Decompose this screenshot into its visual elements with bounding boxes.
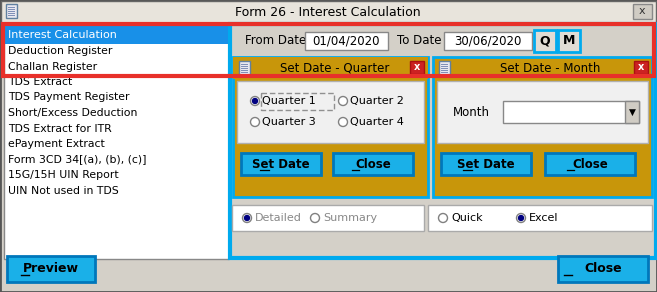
- Circle shape: [516, 213, 526, 223]
- Text: Close: Close: [355, 157, 391, 171]
- Text: Set Date: Set Date: [252, 157, 310, 171]
- Bar: [8, 7, 15, 8]
- Text: To Date: To Date: [397, 34, 442, 48]
- Bar: [439, 61, 450, 75]
- Circle shape: [252, 98, 258, 103]
- Bar: [534, 30, 556, 52]
- Text: Detailed: Detailed: [255, 213, 302, 223]
- Bar: [634, 61, 648, 74]
- Bar: [558, 30, 580, 52]
- Text: Quarter 3: Quarter 3: [262, 117, 316, 127]
- Circle shape: [250, 117, 260, 126]
- Text: 15G/15H UIN Report: 15G/15H UIN Report: [8, 170, 119, 180]
- Text: Q: Q: [539, 34, 551, 48]
- Text: x: x: [414, 62, 420, 72]
- Bar: [633, 4, 652, 19]
- Bar: [545, 153, 635, 175]
- Text: From Date: From Date: [245, 34, 306, 48]
- Text: ▼: ▼: [629, 107, 635, 117]
- Text: Quarter 1: Quarter 1: [262, 96, 316, 106]
- Text: TDS Extract: TDS Extract: [8, 77, 72, 87]
- Text: 01/04/2020: 01/04/2020: [312, 34, 380, 48]
- Text: Close: Close: [584, 263, 622, 275]
- Bar: [428, 205, 652, 231]
- Text: TDS Payment Register: TDS Payment Register: [8, 93, 129, 102]
- Bar: [241, 70, 248, 71]
- Text: Excel: Excel: [529, 213, 558, 223]
- Bar: [233, 57, 428, 197]
- Text: Close: Close: [572, 157, 608, 171]
- Bar: [441, 72, 448, 73]
- Bar: [441, 70, 448, 71]
- Text: 30/06/2020: 30/06/2020: [454, 34, 522, 48]
- Bar: [625, 101, 639, 123]
- Text: Month: Month: [453, 105, 490, 119]
- Text: Set Date - Quarter: Set Date - Quarter: [281, 62, 390, 74]
- Bar: [230, 24, 656, 258]
- Text: Interest Calculation: Interest Calculation: [8, 30, 117, 40]
- Bar: [5, 26, 228, 44]
- Circle shape: [338, 96, 348, 105]
- Circle shape: [311, 213, 319, 223]
- Text: TDS Extract for ITR: TDS Extract for ITR: [8, 124, 112, 133]
- Text: M: M: [563, 34, 575, 48]
- Text: Short/Excess Deduction: Short/Excess Deduction: [8, 108, 137, 118]
- Bar: [503, 101, 639, 123]
- Bar: [8, 11, 15, 12]
- Bar: [441, 68, 448, 69]
- Bar: [241, 64, 248, 65]
- Text: Quarter 2: Quarter 2: [350, 96, 404, 106]
- Bar: [8, 15, 15, 16]
- Bar: [7, 256, 95, 282]
- Bar: [558, 256, 648, 282]
- Bar: [241, 68, 248, 69]
- Bar: [237, 81, 424, 143]
- Bar: [410, 61, 424, 74]
- Bar: [4, 25, 229, 259]
- Text: x: x: [639, 6, 645, 17]
- Text: Preview: Preview: [23, 263, 79, 275]
- Bar: [333, 153, 413, 175]
- Circle shape: [250, 96, 260, 105]
- Text: Summary: Summary: [323, 213, 377, 223]
- Text: Form 26 - Interest Calculation: Form 26 - Interest Calculation: [235, 6, 421, 18]
- Bar: [441, 153, 531, 175]
- Text: Deduction Register: Deduction Register: [8, 46, 112, 56]
- Bar: [6, 4, 17, 18]
- Text: x: x: [638, 62, 644, 72]
- Bar: [241, 72, 248, 73]
- Circle shape: [518, 215, 524, 220]
- Circle shape: [438, 213, 447, 223]
- Bar: [441, 66, 448, 67]
- Text: ePayment Extract: ePayment Extract: [8, 139, 104, 149]
- Bar: [305, 32, 388, 50]
- Bar: [433, 57, 652, 197]
- Bar: [3, 24, 654, 76]
- Circle shape: [338, 117, 348, 126]
- Bar: [441, 64, 448, 65]
- Bar: [437, 81, 648, 143]
- Bar: [1, 1, 656, 24]
- Bar: [232, 205, 424, 231]
- Text: Set Date - Month: Set Date - Month: [500, 62, 600, 74]
- Text: Quick: Quick: [451, 213, 483, 223]
- Text: Quarter 4: Quarter 4: [350, 117, 404, 127]
- Bar: [444, 32, 532, 50]
- Bar: [8, 9, 15, 10]
- Text: UIN Not used in TDS: UIN Not used in TDS: [8, 185, 119, 196]
- Bar: [239, 61, 250, 75]
- Bar: [233, 57, 428, 79]
- Circle shape: [242, 213, 252, 223]
- Text: Set Date: Set Date: [457, 157, 515, 171]
- Bar: [241, 66, 248, 67]
- Bar: [8, 13, 15, 14]
- Circle shape: [244, 215, 250, 220]
- Text: Challan Register: Challan Register: [8, 62, 97, 72]
- Text: Form 3CD 34[(a), (b), (c)]: Form 3CD 34[(a), (b), (c)]: [8, 154, 147, 164]
- Bar: [241, 153, 321, 175]
